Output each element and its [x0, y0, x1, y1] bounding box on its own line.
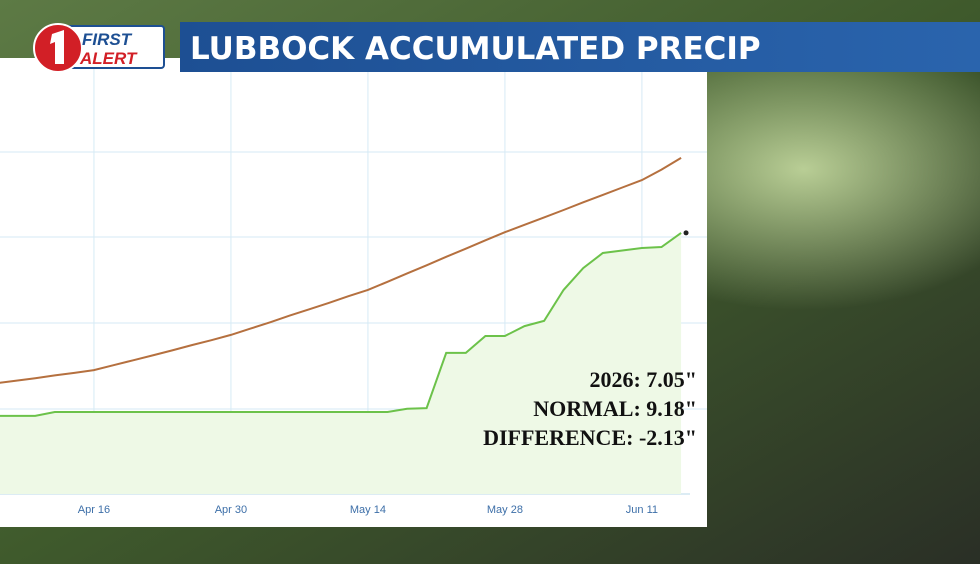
plot: Apr 16 Apr 30 May 14 May 28 Jun 11	[0, 58, 689, 516]
x-tick-label: May 28	[487, 504, 523, 516]
line	[0, 157, 682, 384]
x-tick-label: May 14	[350, 504, 386, 516]
annotation: 2026: 7.05"	[589, 367, 697, 392]
line	[0, 232, 682, 417]
logo-mark	[50, 30, 64, 64]
annotation: DIFFERENCE: -2.13"	[483, 425, 697, 450]
annotation: NORMAL: 9.18"	[533, 396, 697, 421]
logo-bottom: ALERT	[79, 49, 138, 68]
area	[0, 232, 682, 494]
title-bar	[180, 22, 980, 72]
x-tick-label: Jun 11	[626, 504, 658, 516]
x-tick-label: Apr 30	[215, 504, 247, 516]
logo-top: FIRST	[82, 30, 133, 49]
x-tick-label: Apr 16	[78, 504, 110, 516]
title: LUBBOCK ACCUMULATED PRECIP	[190, 31, 761, 67]
end-point	[683, 230, 689, 236]
logo: FIRST ALERT	[33, 23, 165, 73]
